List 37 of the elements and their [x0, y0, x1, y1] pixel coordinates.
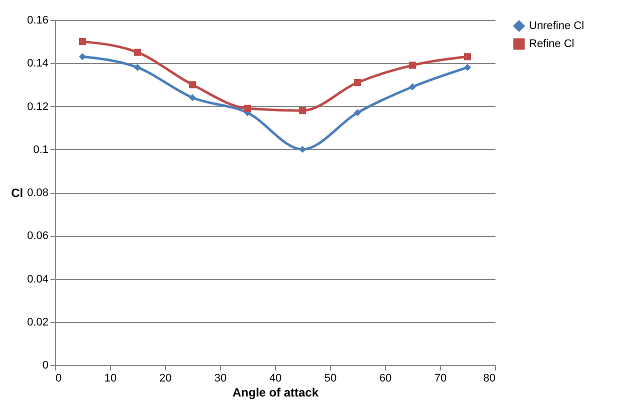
y-tick-label: 0: [42, 360, 48, 372]
point: [298, 146, 306, 153]
x-tick-label: 50: [324, 372, 337, 384]
point: [464, 64, 472, 71]
point: [354, 109, 362, 116]
legend-label: Refine Cl: [529, 38, 574, 50]
x-axis-title: Angle of attack: [232, 386, 319, 400]
point: [134, 64, 142, 71]
y-tick-label: 0.16: [27, 14, 48, 26]
point: [244, 104, 252, 112]
y-tick-label: 0.06: [27, 230, 48, 242]
y-tick-label: 0.04: [27, 273, 48, 286]
y-tick-label: 0.14: [27, 58, 48, 70]
y-tick-label: 0.1: [33, 144, 48, 156]
x-tick-label: 20: [159, 372, 172, 384]
point: [188, 81, 196, 88]
x-tick-label: 80: [483, 372, 496, 384]
point: [188, 94, 196, 102]
point: [464, 53, 472, 60]
legend-label: Unrefine Cl: [529, 20, 584, 32]
y-tick-label: 0.02: [27, 316, 48, 328]
point: [134, 48, 142, 56]
point: [298, 107, 306, 114]
point: [408, 83, 416, 90]
point: [354, 78, 362, 86]
point: [78, 53, 86, 60]
x-tick-label: 60: [379, 372, 392, 384]
x-tick-label: 40: [269, 372, 282, 384]
x-tick-label: 10: [104, 372, 117, 384]
x-tick-label: 0: [56, 372, 62, 384]
y-tick-label: 0.12: [27, 100, 48, 113]
y-axis-title: Cl: [11, 186, 24, 200]
x-tick-label: 30: [214, 372, 227, 384]
point: [78, 38, 86, 46]
point: [408, 62, 416, 69]
x-tick-label: 70: [434, 372, 447, 384]
y-tick-label: 0.08: [27, 187, 48, 199]
